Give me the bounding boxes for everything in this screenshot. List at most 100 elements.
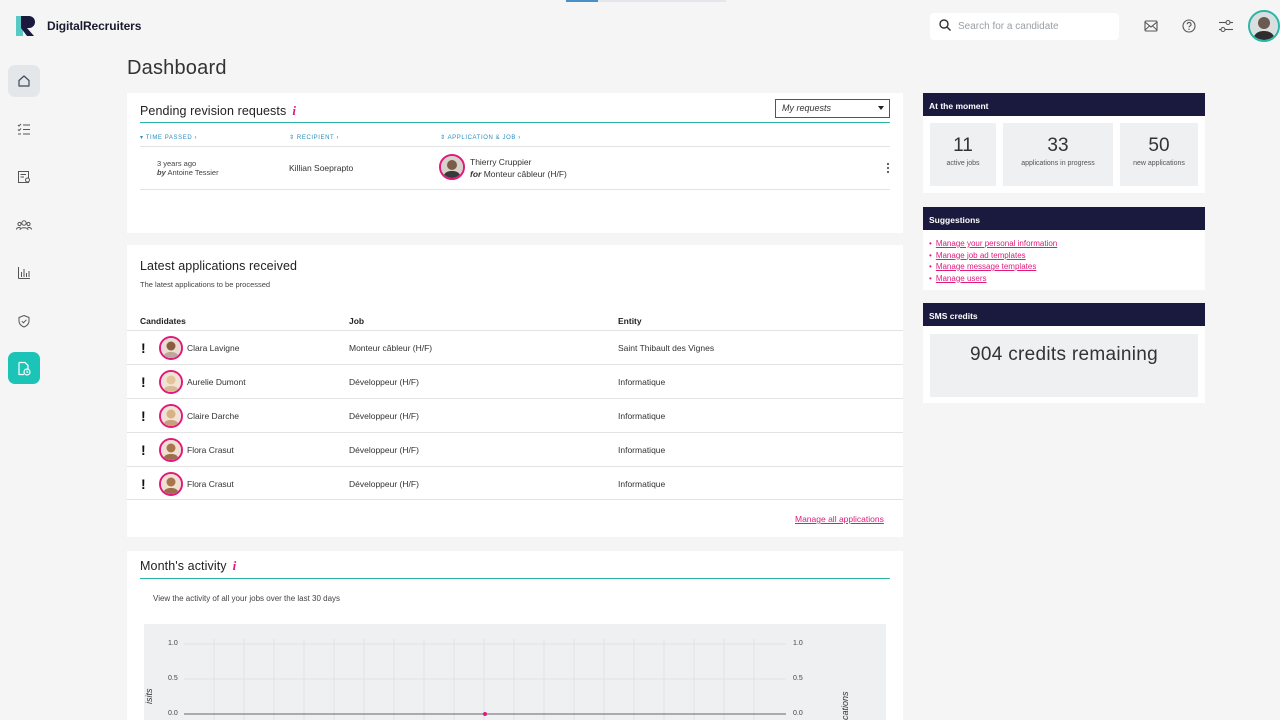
- pending-title: Pending revision requests: [140, 104, 287, 118]
- sidebar-item-statistics[interactable]: [8, 257, 40, 289]
- stat-applications-in-progress[interactable]: 33 applications in progress: [1003, 123, 1113, 186]
- job-title: Développeur (H/F): [349, 479, 419, 489]
- application-row[interactable]: ! Claire Darche Développeur (H/F) Inform…: [127, 398, 903, 432]
- entity-name: Informatique: [618, 411, 666, 421]
- document-clock-icon: [18, 361, 31, 376]
- page-title: Dashboard: [127, 57, 227, 79]
- unread-flag: !: [141, 340, 146, 356]
- y-tick-left: 0.0: [168, 710, 178, 717]
- column-header-job: Job: [349, 316, 365, 326]
- mail-icon[interactable]: [1142, 17, 1160, 35]
- y-tick-right: 0.5: [793, 675, 803, 682]
- entity-name: Saint Thibault des Vignes: [618, 343, 715, 353]
- suggestions-list: Manage your personal information Manage …: [929, 238, 1057, 284]
- row-divider: [140, 189, 890, 190]
- candidate-avatar: [159, 472, 183, 496]
- y-tick-left: 0.5: [168, 675, 178, 682]
- application-row[interactable]: ! Clara Lavigne Monteur câbleur (H/F) Sa…: [127, 330, 903, 364]
- app-logo[interactable]: DigitalRecruiters: [16, 15, 141, 37]
- help-icon[interactable]: [1180, 17, 1198, 35]
- people-icon: [16, 220, 32, 231]
- suggestion-link[interactable]: Manage your personal information: [929, 238, 1057, 250]
- column-header-recipient[interactable]: ⇕ RECIPIENT ›: [289, 135, 340, 141]
- sms-credits-box: 904 credits remaining: [930, 334, 1198, 397]
- pending-revisions-card: Pending revision requests i My requests ▾…: [127, 93, 903, 233]
- sidebar-item-privacy[interactable]: [8, 305, 40, 337]
- candidate-name: Thierry Cruppier: [470, 157, 532, 167]
- column-header-application[interactable]: ⇕ APPLICATION & JOB ›: [440, 135, 521, 141]
- info-icon[interactable]: i: [292, 103, 296, 118]
- candidate-avatar: [159, 438, 183, 462]
- chart-point[interactable]: [483, 712, 487, 716]
- candidate-search[interactable]: [930, 13, 1119, 40]
- candidate-name: Claire Darche: [187, 411, 239, 421]
- info-icon[interactable]: i: [232, 558, 237, 573]
- right-axis-label: cations: [840, 691, 850, 720]
- sidebar-item-applications[interactable]: [8, 352, 40, 384]
- unread-flag: !: [141, 408, 146, 424]
- column-header-candidates: Candidates: [140, 316, 186, 326]
- stat-active-jobs[interactable]: 11 active jobs: [930, 123, 996, 186]
- job-title: Développeur (H/F): [349, 411, 419, 421]
- requests-filter-value: My requests: [782, 103, 832, 113]
- stat-label: new applications: [1133, 160, 1185, 167]
- pending-title-row: Pending revision requests i: [140, 102, 296, 120]
- stat-label: active jobs: [946, 160, 980, 167]
- sms-credits-card: SMS credits 904 credits remaining: [923, 303, 1205, 403]
- job-board-icon: [18, 171, 30, 183]
- activity-subtitle: View the activity of all your jobs over …: [153, 594, 341, 603]
- job-title: Développeur (H/F): [349, 377, 419, 387]
- application-row[interactable]: ! Aurelie Dumont Développeur (H/F) Infor…: [127, 364, 903, 398]
- sidebar-item-jobs[interactable]: [8, 161, 40, 193]
- latest-title: Latest applications received: [140, 259, 298, 273]
- column-header-time[interactable]: ▾ TIME PASSED ›: [140, 135, 198, 141]
- header-divider: [140, 146, 890, 147]
- sms-credits-remaining: 904 credits remaining: [970, 344, 1158, 365]
- y-tick-right: 1.0: [793, 640, 803, 647]
- entity-name: Informatique: [618, 445, 666, 455]
- suggestion-link[interactable]: Manage users: [929, 273, 1057, 285]
- home-icon: [18, 75, 30, 87]
- settings-sliders-icon[interactable]: [1217, 17, 1235, 35]
- top-bar: DigitalRecruiters: [0, 0, 1280, 52]
- bar-chart-icon: [18, 267, 30, 279]
- activity-title-row: Month's activity i: [140, 557, 236, 575]
- candidate-avatar: [159, 404, 183, 428]
- y-tick-left: 1.0: [168, 640, 178, 647]
- recipient-name: Killian Soeprapto: [289, 163, 354, 173]
- suggestions-card: Suggestions Manage your personal informa…: [923, 207, 1205, 290]
- stat-value: 33: [1047, 135, 1069, 156]
- activity-chart: 1.0 0.5 0.0 1.0 0.5 0.0 isits cations: [144, 624, 886, 720]
- suggestion-link[interactable]: Manage message templates: [929, 261, 1057, 273]
- activity-chart-svg: [184, 639, 786, 720]
- search-input[interactable]: [958, 21, 1108, 32]
- time-passed: 3 years ago: [157, 159, 197, 168]
- candidate-name: Aurelie Dumont: [187, 377, 246, 387]
- moment-title: At the moment: [923, 93, 1205, 116]
- candidate-name: Flora Crasut: [187, 479, 234, 489]
- requested-by: by Antoine Tessier: [157, 168, 219, 177]
- activity-title: Month's activity: [140, 559, 227, 573]
- chevron-down-icon: [878, 106, 884, 110]
- entity-name: Informatique: [618, 479, 666, 489]
- job-title: Monteur câbleur (H/F): [349, 343, 433, 353]
- sidebar-item-tasks[interactable]: [8, 113, 40, 145]
- y-tick-right: 0.0: [793, 710, 803, 717]
- requests-filter-select[interactable]: My requests: [775, 99, 890, 118]
- manage-all-applications-link[interactable]: Manage all applications: [795, 514, 884, 524]
- application-row[interactable]: ! Flora Crasut Développeur (H/F) Informa…: [127, 432, 903, 466]
- more-options-icon[interactable]: [885, 161, 891, 174]
- sidebar: [0, 52, 48, 720]
- stat-value: 50: [1148, 135, 1170, 156]
- suggestion-link[interactable]: Manage job ad templates: [929, 250, 1057, 262]
- latest-applications-card: Latest applications received The latest …: [127, 245, 903, 537]
- application-row[interactable]: ! Flora Crasut Développeur (H/F) Informa…: [127, 466, 903, 500]
- sidebar-item-home[interactable]: [8, 65, 40, 97]
- search-icon: [939, 18, 951, 36]
- user-avatar[interactable]: [1248, 10, 1280, 42]
- stat-new-applications[interactable]: 50 new applications: [1120, 123, 1198, 186]
- sidebar-item-candidates[interactable]: [8, 209, 40, 241]
- latest-subtitle: The latest applications to be processed: [140, 280, 271, 289]
- checklist-icon: [17, 123, 30, 135]
- stat-value: 11: [953, 135, 973, 156]
